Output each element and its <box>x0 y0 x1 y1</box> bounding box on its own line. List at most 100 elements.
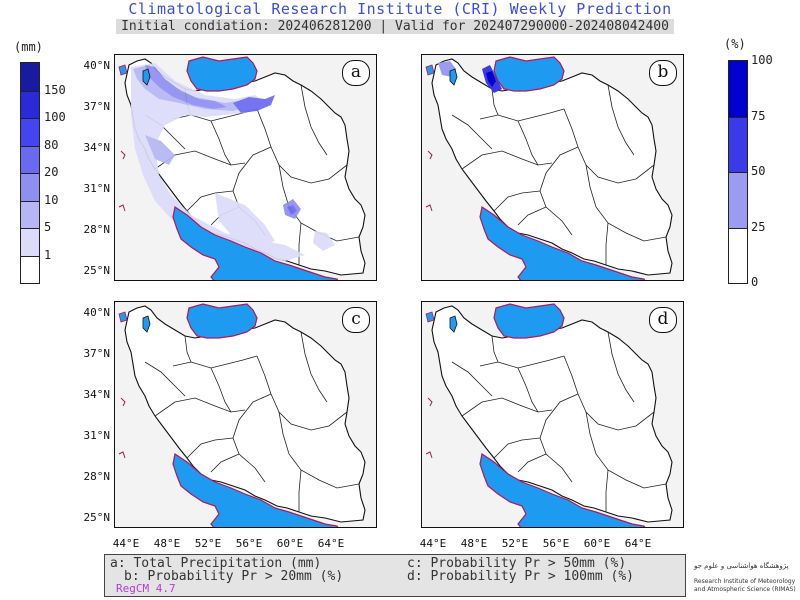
province-border <box>210 453 240 473</box>
province-border <box>451 114 493 150</box>
province-border <box>451 361 493 397</box>
colorbar-segment <box>729 116 747 172</box>
coast-mark <box>427 397 433 407</box>
province-border <box>563 355 655 431</box>
legend-d: d: Probability Pr > 100mm (%) <box>407 569 634 584</box>
persian-gulf <box>172 206 339 280</box>
panel-letter-b: b <box>649 60 677 86</box>
coast-mark <box>118 204 126 212</box>
colorbar-tick-label: 150 <box>44 82 66 97</box>
legend-a: a: Total Precipitation (mm) <box>110 556 322 571</box>
province-border <box>479 108 565 122</box>
colorbar-tick-label: 25 <box>751 219 766 234</box>
province-border <box>479 355 565 369</box>
latitude-label: 28°N <box>83 223 111 236</box>
legend-box <box>104 554 686 597</box>
coast-mark <box>425 451 433 459</box>
logo-en-line2: and Atmospheric Science (RIMAS) <box>694 586 796 593</box>
latitude-label: 34°N <box>83 388 111 401</box>
black-sea-edge <box>425 64 435 76</box>
colorbar-tick-label: 100 <box>751 53 773 67</box>
province-border <box>607 84 635 156</box>
panel-letter-a: a <box>342 60 370 86</box>
caspian-sea <box>186 56 258 92</box>
province-border <box>154 397 246 417</box>
map-title: Climatological Research Institute (CRI) … <box>128 0 672 18</box>
precipitation-contour <box>313 231 335 251</box>
province-border <box>491 335 499 363</box>
caspian-sea <box>493 56 565 92</box>
lake-urmia <box>449 68 458 86</box>
province-border <box>563 108 655 184</box>
caspian-sea <box>493 303 565 339</box>
province-border <box>517 367 539 413</box>
colorbar-tick-label: 1 <box>44 247 52 262</box>
coast-mark <box>427 150 433 160</box>
map-subtitle: Initial condiation: 202406281200 | Valid… <box>116 19 674 34</box>
colorbar-tick-label: 0 <box>751 275 759 289</box>
province-border <box>461 397 553 417</box>
colorbar-tick-label: 50 <box>751 164 766 178</box>
longitude-label: 44°E <box>419 537 447 550</box>
latitude-label: 40°N <box>83 306 111 319</box>
map-panel-c: c <box>114 301 377 528</box>
latitude-label: 40°N <box>83 59 111 72</box>
right-colorbar <box>728 60 748 284</box>
lake-urmia <box>142 68 151 86</box>
colorbar-tick-label: 100 <box>44 110 66 124</box>
longitude-label: 48°E <box>153 537 181 550</box>
legend-c: c: Probability Pr > 50mm (%) <box>407 556 627 571</box>
colorbar-segment <box>21 173 39 201</box>
province-border <box>607 331 635 403</box>
rimas-logo: پژوهشگاه هواشناسی و علوم جو Research Ins… <box>690 560 798 598</box>
province-borders <box>144 331 360 512</box>
lake-urmia <box>449 315 458 333</box>
colorbar-segment <box>729 227 747 283</box>
precipitation-contour <box>233 95 275 113</box>
coast-mark <box>120 150 126 160</box>
iran-map-c <box>115 302 376 527</box>
panel-letter-d: d <box>649 307 677 333</box>
left-colorbar-unit: (mm) <box>14 40 43 54</box>
left-colorbar <box>20 62 40 284</box>
latitude-label: 28°N <box>83 470 111 483</box>
persian-gulf <box>172 453 339 527</box>
province-border <box>491 88 499 116</box>
iran-map-b <box>422 55 683 280</box>
province-borders <box>451 84 667 265</box>
colorbar-segment <box>21 118 39 146</box>
black-sea-edge <box>118 311 128 323</box>
latitude-label: 31°N <box>83 182 111 195</box>
province-border <box>461 150 553 170</box>
province-border <box>210 120 232 166</box>
province-border <box>517 120 539 166</box>
colorbar-segment <box>21 200 39 228</box>
province-border <box>493 437 541 459</box>
legend-b: b: Probability Pr > 20mm (%) <box>124 569 344 584</box>
longitude-label: 60°E <box>583 537 611 550</box>
longitude-label: 64°E <box>624 537 652 550</box>
map-panel-b: b <box>421 54 684 281</box>
province-border <box>210 367 232 413</box>
latitude-label: 25°N <box>83 511 111 524</box>
colorbar-tick-label: 75 <box>751 108 766 123</box>
coast-mark <box>118 451 126 459</box>
colorbar-segment <box>729 61 747 117</box>
iran-map-d <box>422 302 683 527</box>
province-border <box>300 331 328 403</box>
province-border <box>298 222 302 265</box>
longitude-label: 56°E <box>235 537 263 550</box>
latitude-label: 37°N <box>83 347 111 360</box>
coast-mark <box>425 204 433 212</box>
province-borders <box>451 331 667 512</box>
precipitation-contour <box>215 193 275 247</box>
province-border <box>298 469 302 512</box>
colorbar-segment <box>21 228 39 256</box>
longitude-label: 52°E <box>501 537 529 550</box>
persian-gulf <box>479 453 646 527</box>
province-border <box>256 355 348 431</box>
colorbar-segment <box>21 63 39 91</box>
longitude-label: 64°E <box>317 537 345 550</box>
longitude-label: 52°E <box>194 537 222 550</box>
logo-text-fa: پژوهشگاه هواشناسی و علوم جو <box>694 562 789 570</box>
